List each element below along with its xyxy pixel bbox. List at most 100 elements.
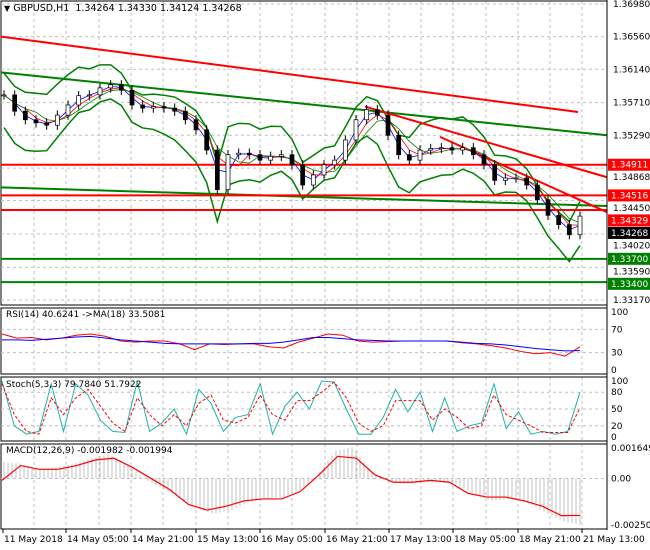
- candle-body: [513, 177, 519, 180]
- price-tick-label: 1.33170: [613, 296, 650, 306]
- price-tick-label: 1.34020: [613, 241, 650, 251]
- indicator-tick-label: 0: [611, 366, 617, 376]
- candle-body: [12, 94, 18, 112]
- candle-body: [374, 109, 380, 116]
- candle-body: [566, 224, 572, 236]
- candle-body: [54, 114, 60, 126]
- candle-body: [1, 94, 7, 97]
- candle-body: [460, 147, 466, 151]
- candle-body: [225, 154, 231, 191]
- green-trend-line: [0, 186, 608, 207]
- candle-body: [150, 106, 156, 109]
- candle-body: [310, 174, 316, 186]
- price-label-box: [608, 252, 650, 265]
- time-tick-label: 16 May 21:00: [326, 535, 388, 545]
- price-label: 1.34911: [611, 161, 648, 171]
- indicator-tick-label: 100: [611, 308, 628, 318]
- stoch-signal-line: [1, 381, 581, 435]
- macd-signal-line: [1, 455, 581, 517]
- price-tick-label: 1.35290: [613, 131, 650, 141]
- candle-body: [492, 164, 498, 181]
- candle-body: [193, 119, 199, 131]
- indicator-tick-label: 0.00: [611, 475, 631, 485]
- indicator-tick-label: 80: [611, 388, 623, 398]
- rsi-ma-line: [2, 335, 581, 352]
- price-label: 1.33700: [611, 255, 648, 265]
- candle-body: [481, 154, 487, 166]
- candle-body: [268, 155, 274, 161]
- indicator-tick-label: 70: [611, 325, 623, 335]
- candle-body: [406, 154, 412, 161]
- candle-body: [140, 104, 146, 109]
- price-label-box: [608, 214, 650, 227]
- time-tick-label: 21 May 13:00: [583, 535, 645, 545]
- time-tick-label: 16 May 05:00: [261, 535, 323, 545]
- candle-body: [65, 104, 71, 116]
- candle-body: [118, 84, 124, 91]
- low-value: 1.34124: [160, 3, 200, 14]
- price-label-box: [608, 189, 650, 202]
- candle-body: [470, 147, 476, 156]
- stoch-main-line: [1, 380, 581, 436]
- price-tick-label: 1.33590: [613, 267, 650, 277]
- price-tick-label: 1.36140: [613, 65, 650, 75]
- candle-body: [449, 147, 455, 151]
- candle-body: [204, 129, 210, 151]
- indicator-tick-label: 0: [611, 433, 617, 443]
- candle-body: [97, 87, 103, 96]
- green-trend-line: [0, 71, 608, 137]
- indicator-tick-label: 100: [611, 377, 628, 387]
- price-label: 1.34268: [611, 229, 648, 239]
- chart-header: ▼ GBPUSD,H1 1.34264 1.34330 1.34124 1.34…: [4, 3, 242, 14]
- candle-body: [417, 149, 423, 161]
- candle-body: [33, 119, 39, 124]
- price-label-box: [608, 277, 650, 290]
- symbol-label: GBPUSD,H1: [13, 3, 70, 14]
- time-tick-label: 18 May 05:00: [454, 535, 516, 545]
- candle-body: [342, 139, 348, 161]
- price-label-box: [608, 226, 650, 239]
- candle-body: [108, 84, 114, 89]
- close-value: 1.34268: [202, 3, 242, 14]
- candle-body: [300, 164, 306, 186]
- candle-body: [161, 106, 167, 109]
- bollinger-upper-band: [3, 64, 581, 223]
- candle-body: [534, 184, 540, 201]
- candle-body: [321, 164, 327, 176]
- price-tick-label: 1.34868: [613, 173, 650, 183]
- stoch-title: Stoch(5,3,3) 79.7840 51.7922: [6, 380, 142, 390]
- candle-body: [353, 119, 359, 141]
- candle-body: [86, 94, 92, 97]
- time-tick-label: 14 May 05:00: [67, 535, 129, 545]
- price-label: 1.34329: [611, 216, 648, 226]
- candle-body: [428, 148, 434, 151]
- candle-body: [545, 199, 551, 216]
- time-tick-label: 17 May 13:00: [390, 535, 452, 545]
- candle-body: [438, 147, 444, 150]
- bollinger-lower-band: [3, 98, 581, 263]
- candle-body: [76, 95, 82, 106]
- indicator-tick-label: 50: [611, 405, 623, 415]
- price-tick-label: 1.35710: [613, 99, 650, 109]
- candle-body: [385, 114, 391, 136]
- red-trend-line: [0, 35, 579, 113]
- time-tick-label: 15 May 13:00: [197, 535, 259, 545]
- candle-body: [278, 154, 284, 157]
- open-value: 1.34264: [75, 3, 115, 14]
- rsi-title: RSI(14) 40.6241 ->MA(18) 33.5081: [6, 310, 166, 320]
- candle-body: [556, 214, 562, 225]
- price-label: 1.34516: [611, 191, 648, 201]
- candle-body: [214, 149, 220, 191]
- time-tick-label: 18 May 21:00: [519, 535, 581, 545]
- candle-body: [246, 152, 252, 156]
- price-label-box: [608, 158, 650, 171]
- candle-body: [332, 159, 338, 166]
- macd-title: MACD(12,26,9) -0.001982 -0.001994: [6, 446, 173, 456]
- dropdown-triangle-icon[interactable]: ▼: [4, 4, 11, 13]
- candle-body: [257, 154, 263, 161]
- candle-body: [236, 152, 242, 156]
- candle-body: [502, 177, 508, 181]
- candle-body: [129, 89, 135, 106]
